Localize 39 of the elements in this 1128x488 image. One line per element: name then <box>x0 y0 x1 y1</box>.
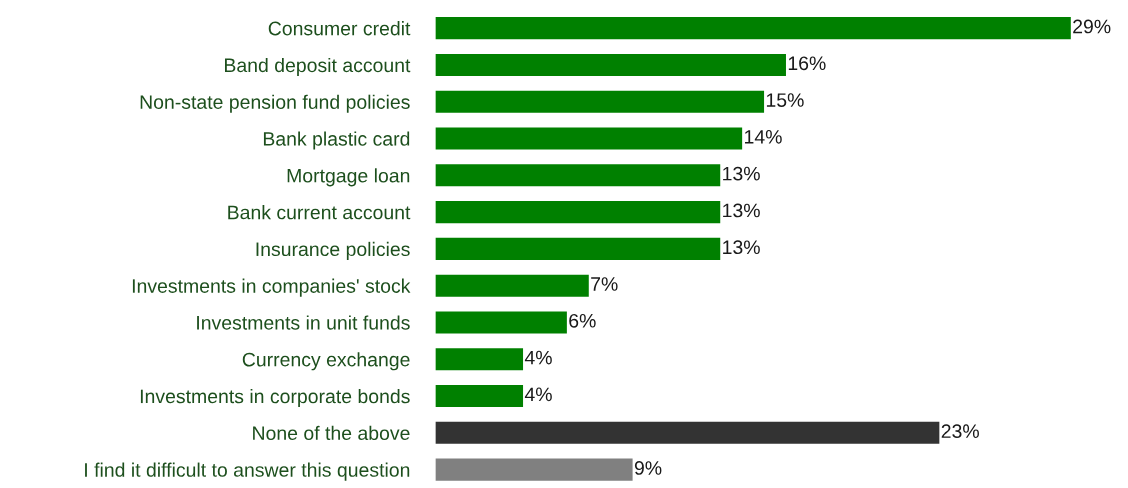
y-tick-label: Mortgage loan <box>287 168 410 187</box>
bar <box>435 201 721 224</box>
bar <box>435 274 589 297</box>
data-label: 7% <box>591 277 618 291</box>
y-tick-label: Bank current account <box>228 205 411 220</box>
data-label: 4% <box>524 350 552 365</box>
bar <box>435 311 567 334</box>
data-label: 16% <box>788 56 826 71</box>
y-tick-label: I find it difficult to answer this question <box>85 462 410 481</box>
y-tick-label: Bank plastic card <box>263 131 410 150</box>
data-label: 14% <box>745 130 782 144</box>
y-tick-label: Currency exchange <box>242 352 410 371</box>
data-label: 23% <box>941 424 979 439</box>
y-tick-label: Consumer credit <box>268 21 411 36</box>
data-label: 29% <box>1073 19 1111 34</box>
bar <box>435 90 765 113</box>
data-label: 15% <box>766 93 804 107</box>
bar <box>435 17 1071 40</box>
bar <box>435 384 524 408</box>
bar <box>435 164 721 187</box>
bar <box>435 348 524 371</box>
data-label: 13% <box>723 203 760 218</box>
y-tick-label: Investments in companies' stock <box>132 278 411 297</box>
y-tick-label: Band deposit account <box>225 57 411 77</box>
data-label: 13% <box>723 166 760 181</box>
data-label: 4% <box>524 387 552 402</box>
bar <box>435 127 743 150</box>
data-label: 13% <box>723 240 760 255</box>
y-tick-label: Insurance policies <box>256 241 410 260</box>
bar <box>435 458 633 481</box>
y-tick-label: Investments in unit funds <box>197 315 410 330</box>
y-tick-label: Non-state pension fund policies <box>140 94 410 113</box>
bar <box>435 53 786 76</box>
bar <box>435 421 940 444</box>
bar <box>435 237 721 260</box>
y-tick-label: Investments in corporate bonds <box>140 388 410 408</box>
y-tick-label: None of the above <box>253 425 410 441</box>
data-label: 6% <box>569 313 596 328</box>
data-label: 9% <box>634 461 662 475</box>
